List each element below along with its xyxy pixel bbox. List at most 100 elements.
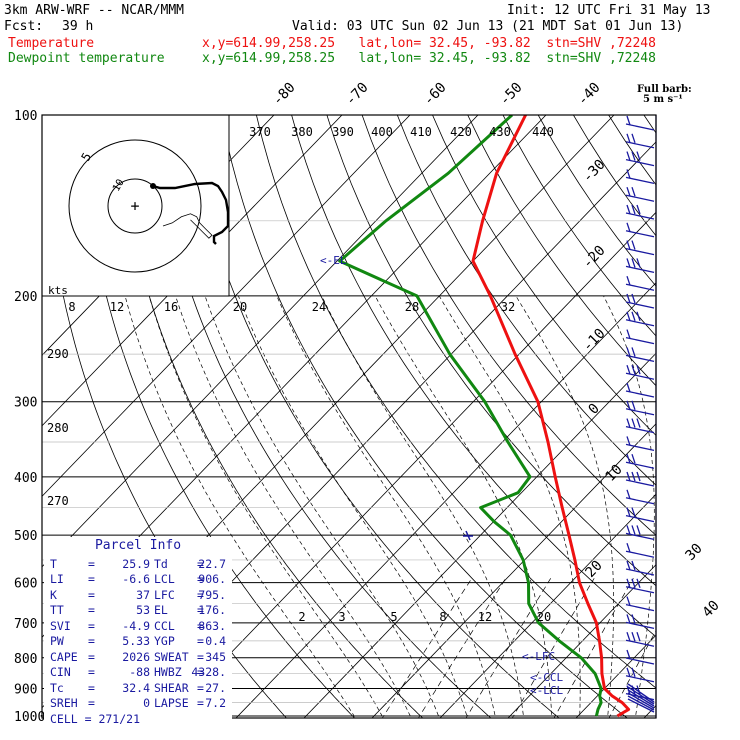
parcel-value: 5.33 <box>122 634 150 648</box>
parcel-value: 32.4 <box>122 680 150 695</box>
wind-barb <box>625 258 655 274</box>
wind-barb-flag <box>636 578 641 589</box>
parcel-key: Tc <box>50 680 64 695</box>
wind-barb-flag <box>631 667 636 678</box>
wind-barb <box>625 596 655 612</box>
wind-barb-flag <box>631 507 636 517</box>
parcel-value: 863. <box>198 618 226 633</box>
parcel-info-title: Parcel Info <box>94 538 182 553</box>
wind-barb-flag <box>636 525 641 535</box>
dry-adiabat-line <box>79 115 356 718</box>
parcel-row: SREH = 0 LAPSE = 7.2 <box>44 696 232 712</box>
wind-barb-cluster <box>627 698 655 713</box>
wind-barb-flag <box>636 418 641 428</box>
isotherm-label: 40 <box>700 598 723 621</box>
parcel-row: T = 25.9 Td = 22.7 <box>44 557 232 573</box>
wind-barb-shaft <box>625 657 655 665</box>
wind-barb-flag <box>631 364 636 375</box>
hodograph-ring <box>107 178 163 234</box>
wind-barb-flag <box>636 685 641 695</box>
wind-barb-flag <box>626 169 631 179</box>
wind-table-label: 8 <box>68 300 75 314</box>
wind-barb <box>625 453 655 469</box>
dry-adiabat-line <box>502 115 656 337</box>
wind-barb-flag <box>626 382 631 393</box>
theta-label: 280 <box>47 421 69 435</box>
mixing-ratio-label: 12 <box>478 610 492 624</box>
parcel-value: -4.9 <box>122 618 150 633</box>
parcel-key: TT <box>50 603 64 617</box>
dry-adiabat-line <box>256 115 656 689</box>
wind-barb-flag <box>626 471 631 482</box>
model-title: 3km ARW-WRF -- NCAR/MMM <box>4 3 185 18</box>
parcel-equals: = <box>197 649 204 664</box>
wind-barb-cluster <box>627 689 655 707</box>
parcel-value: 345 <box>205 649 226 664</box>
dewpoint-location: x,y=614.99,258.25 lat,lon= 32.45, -93.82… <box>202 51 656 66</box>
parcel-value: 25.9 <box>122 556 150 571</box>
wind-barb <box>625 222 655 238</box>
wind-barb <box>625 542 655 558</box>
wind-barb <box>625 614 655 630</box>
isotherm-line <box>42 115 343 427</box>
wind-barb <box>625 204 655 220</box>
mixing-ratio-line <box>608 630 656 718</box>
forecast-label: Fcst: <box>4 19 44 34</box>
parcel-equals: = <box>88 618 95 633</box>
sounding-profiles <box>338 115 631 718</box>
wind-barb-flag <box>631 293 636 304</box>
theta-label: 370 <box>249 125 271 139</box>
isotherm-line <box>303 352 656 718</box>
temperature-location: x,y=614.99,258.25 lat,lon= 32.45, -93.82… <box>202 36 656 51</box>
hodograph-ring <box>68 139 202 273</box>
wind-barb-flag <box>636 258 641 268</box>
wind-barb <box>625 525 655 541</box>
wind-barb <box>625 293 655 309</box>
dry-adiabat-line <box>150 115 492 718</box>
dry-adiabat-line <box>185 115 560 718</box>
temperature-profile <box>471 115 631 718</box>
parcel-value: 0.4 <box>205 634 226 648</box>
wind-barb-flag <box>631 151 636 161</box>
parcel-equals: = <box>197 618 204 633</box>
wind-barb-flag <box>626 418 631 428</box>
dry-adiabat-line <box>643 115 656 134</box>
wind-barb-flag <box>631 525 636 535</box>
moist-adiabat-line <box>515 295 614 718</box>
wind-barb <box>625 649 655 665</box>
wind-barb-flag <box>626 329 631 339</box>
parcel-equals: = <box>88 603 95 617</box>
isotherm-label: -10 <box>580 326 609 355</box>
parcel-equals: = <box>197 634 204 648</box>
wind-barb-shaft <box>625 212 655 220</box>
mixing-ratio-line <box>511 578 595 718</box>
mixing-ratio-label: 3 <box>338 610 345 624</box>
isotherm-line <box>643 705 656 718</box>
parcel-value: 7.2 <box>205 696 226 710</box>
wind-table-label: 20 <box>233 300 247 314</box>
mixing-ratio-label: 20 <box>537 610 551 624</box>
isotherm-label: 10 <box>603 462 626 485</box>
parcel-key: SREH <box>50 696 78 710</box>
wind-barb <box>625 133 655 149</box>
wind-barb-shaft <box>625 176 655 185</box>
wind-barb-shaft <box>625 639 655 647</box>
forecast-hour: 39 h <box>62 19 94 34</box>
wind-barb <box>625 578 655 594</box>
parcel-value: 176. <box>198 603 226 617</box>
wind-barb-shaft <box>625 194 655 202</box>
wind-barb-cluster <box>627 692 655 709</box>
wind-barb-flag <box>626 151 631 161</box>
pressure-tick-label: 800 <box>14 652 37 667</box>
wind-barb-flag <box>636 631 641 642</box>
wind-barb <box>625 507 655 523</box>
wind-barb-flag <box>631 240 636 250</box>
wind-barb-shaft <box>625 621 655 630</box>
mixing-ratio-line <box>381 578 473 718</box>
parcel-row: LI = -6.6 LCL = 906. <box>44 572 232 588</box>
wind-barb-flag <box>636 204 641 215</box>
hodograph-ring-label: 10 <box>111 178 127 194</box>
parcel-info-rows: T = 25.9 Td = 22.7 LI = -6.6 LCL = 906. K = 37 LFC = 795.… <box>44 557 232 712</box>
parcel-key: LFC <box>154 587 175 602</box>
parcel-value: -88 <box>129 665 150 679</box>
